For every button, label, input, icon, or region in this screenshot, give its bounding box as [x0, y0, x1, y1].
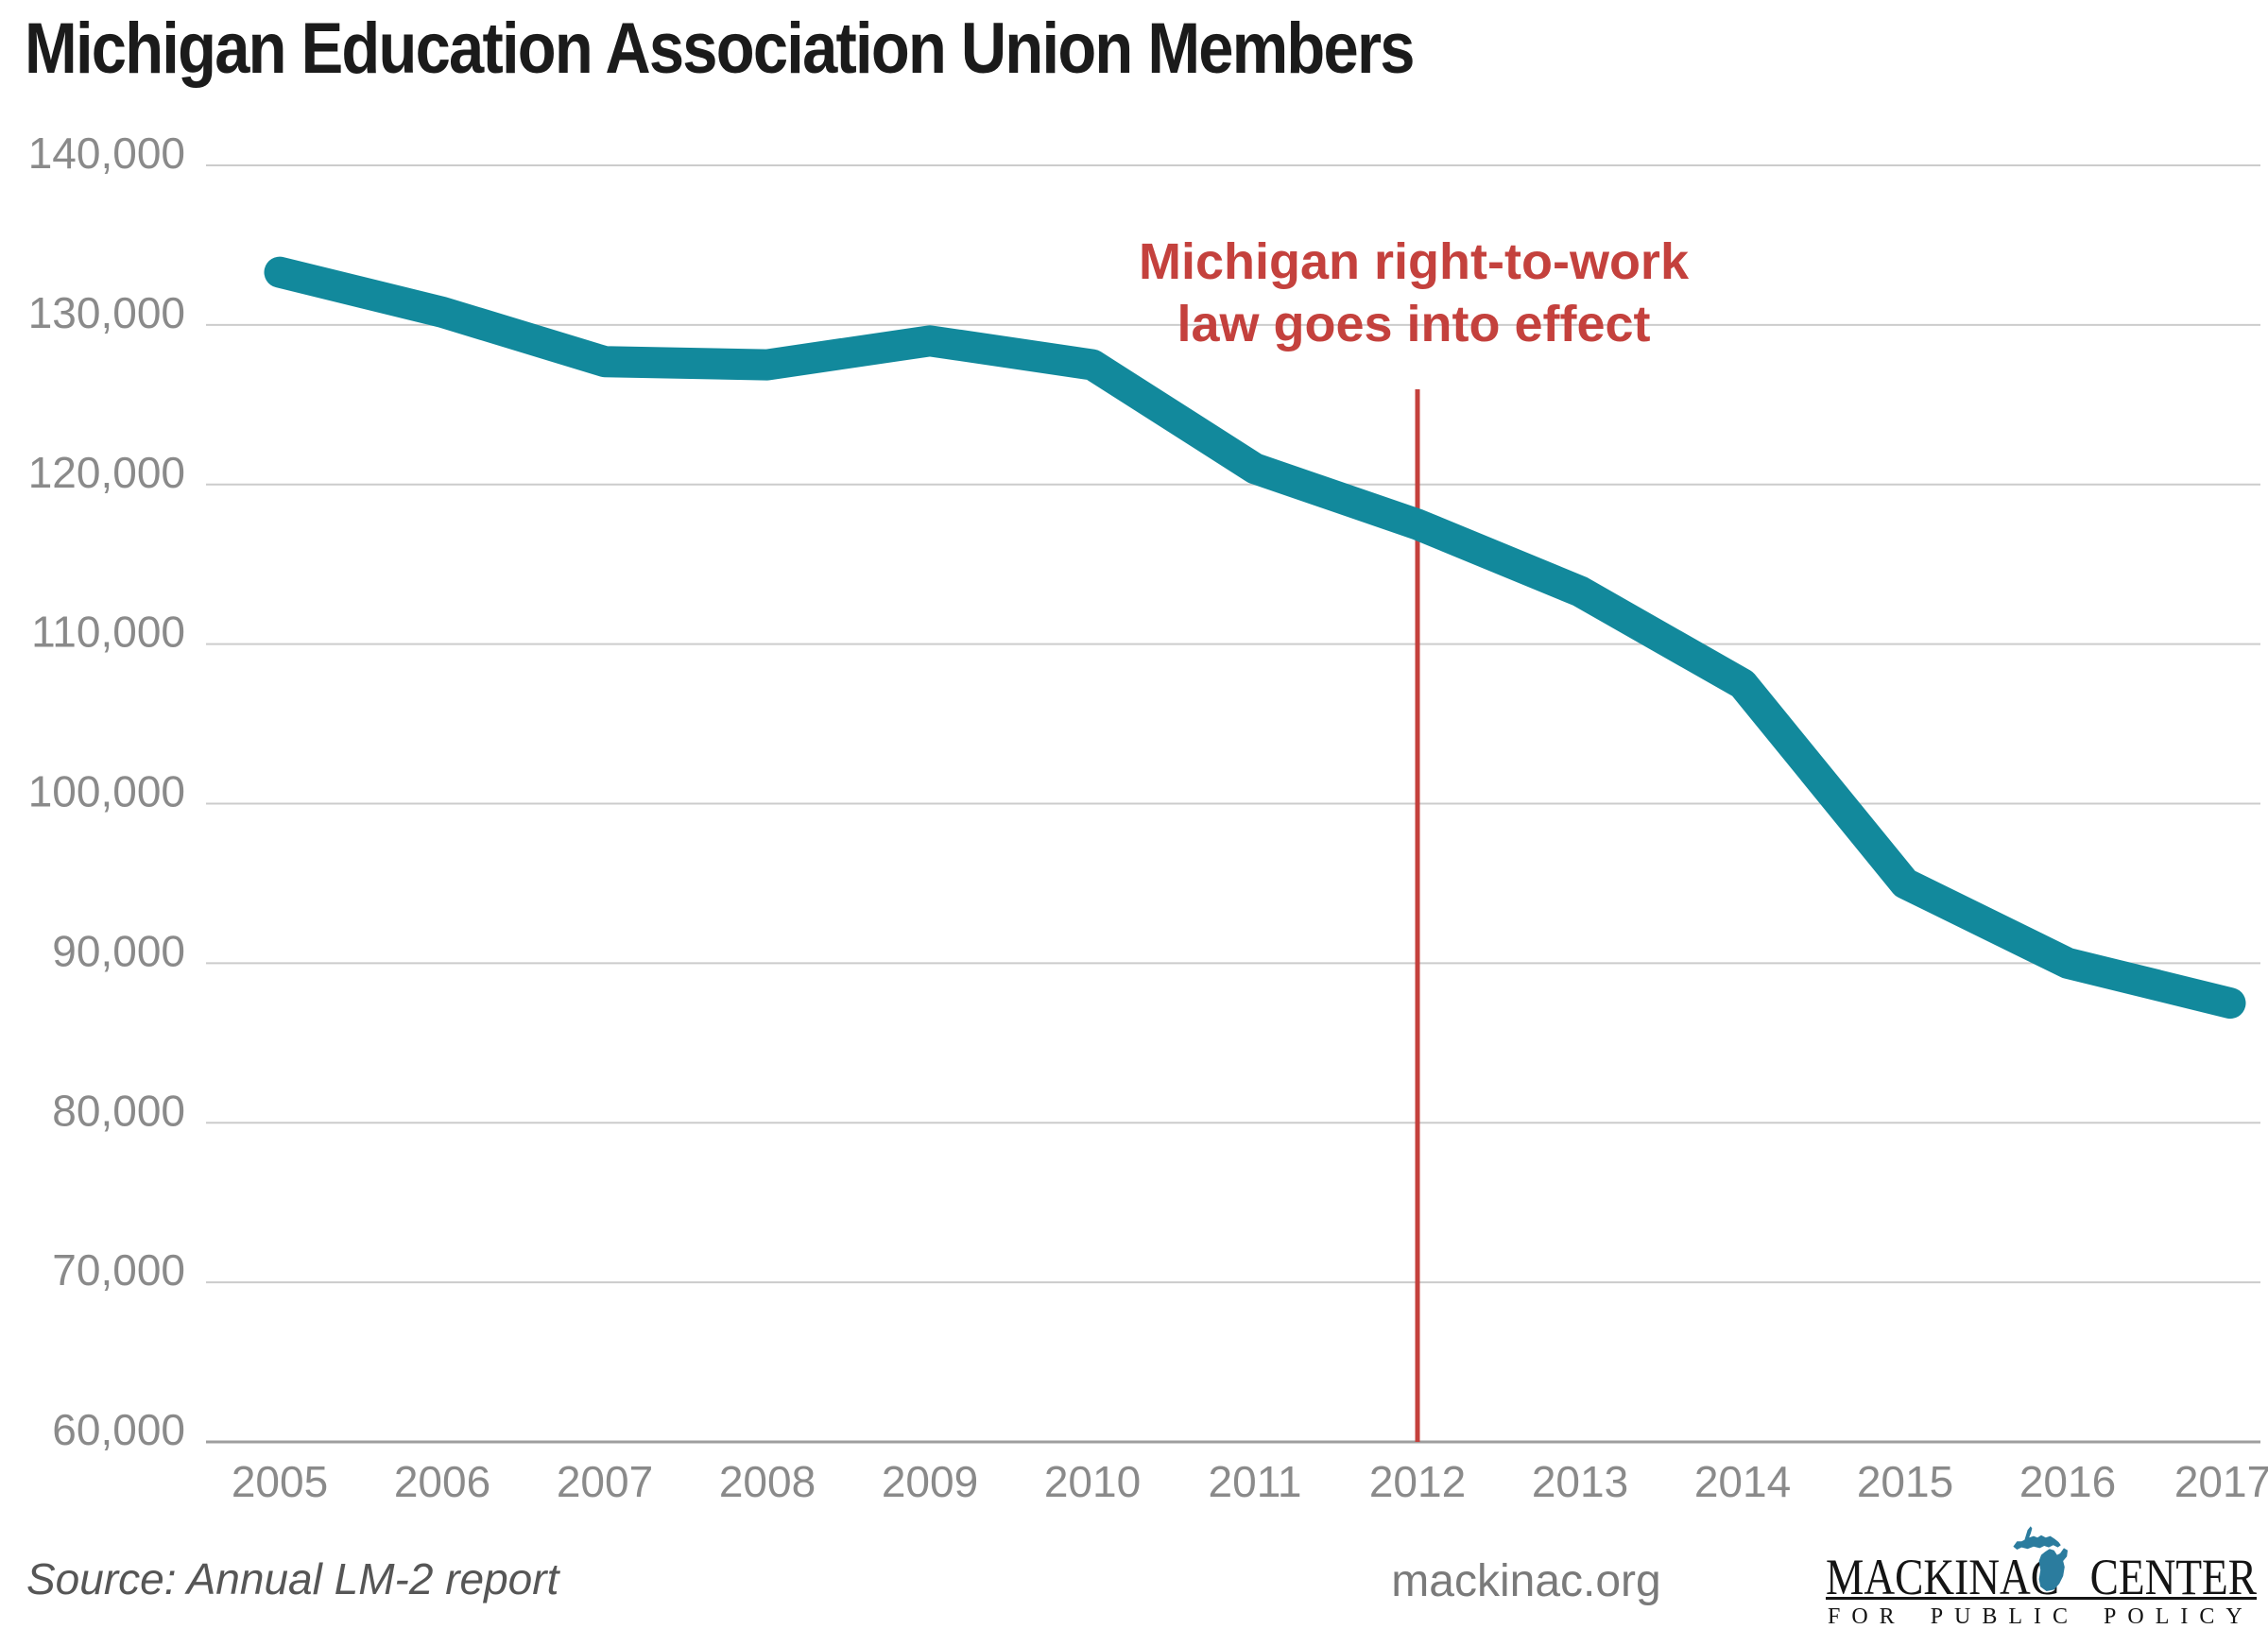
x-axis-tick-label: 2006	[394, 1457, 490, 1506]
y-axis-tick-label: 110,000	[31, 608, 185, 657]
y-axis-tick-label: 60,000	[52, 1405, 185, 1454]
membership-data-line	[264, 256, 2246, 1020]
x-axis-tick-label: 2010	[1044, 1457, 1141, 1506]
right-to-work-annotation: Michigan right-to-work law goes into eff…	[1139, 231, 1689, 355]
x-axis-tick-label: 2013	[1532, 1457, 1628, 1506]
website-url: mackinac.org	[1391, 1556, 1661, 1606]
annotation-line-1: Michigan right-to-work	[1139, 233, 1689, 290]
y-axis-tick-label: 130,000	[28, 288, 185, 337]
y-axis-tick-label: 90,000	[52, 926, 185, 975]
y-axis-tick-label: 80,000	[52, 1086, 185, 1135]
x-axis-tick-label: 2016	[2019, 1457, 2116, 1506]
annotation-line-2: law goes into effect	[1177, 296, 1651, 352]
x-axis-tick-label: 2015	[1857, 1457, 1953, 1506]
y-axis-tick-label: 100,000	[28, 767, 185, 816]
mackinac-center-logo: MACKINAC CENTER FOR PUBLIC POLICY	[1826, 1516, 2257, 1629]
x-axis-tick-label: 2014	[1694, 1457, 1791, 1506]
x-axis-tick-label: 2017	[2174, 1457, 2268, 1506]
logo-tagline: FOR PUBLIC POLICY	[1828, 1604, 2254, 1629]
x-axis-tick-label: 2011	[1209, 1457, 1302, 1506]
y-axis-tick-label: 140,000	[28, 129, 185, 178]
source-note: Source: Annual LM-2 report	[26, 1554, 559, 1603]
x-axis-tick-label: 2007	[557, 1457, 653, 1506]
y-axis-tick-label: 70,000	[52, 1245, 185, 1295]
chart-title: Michigan Education Association Union Mem…	[25, 9, 1415, 89]
logo-word-mackinac: MACKINAC	[1826, 1549, 2059, 1605]
michigan-state-icon	[2013, 1526, 2068, 1591]
y-axis-tick-label: 120,000	[28, 448, 185, 497]
x-axis-tick-label: 2005	[232, 1457, 328, 1506]
x-axis-tick-label: 2008	[719, 1457, 816, 1506]
logo-word-center: CENTER	[2089, 1549, 2257, 1605]
logo-rule	[1826, 1597, 2257, 1600]
x-axis-tick-label: 2012	[1369, 1457, 1466, 1506]
x-axis-tick-label: 2009	[882, 1457, 978, 1506]
